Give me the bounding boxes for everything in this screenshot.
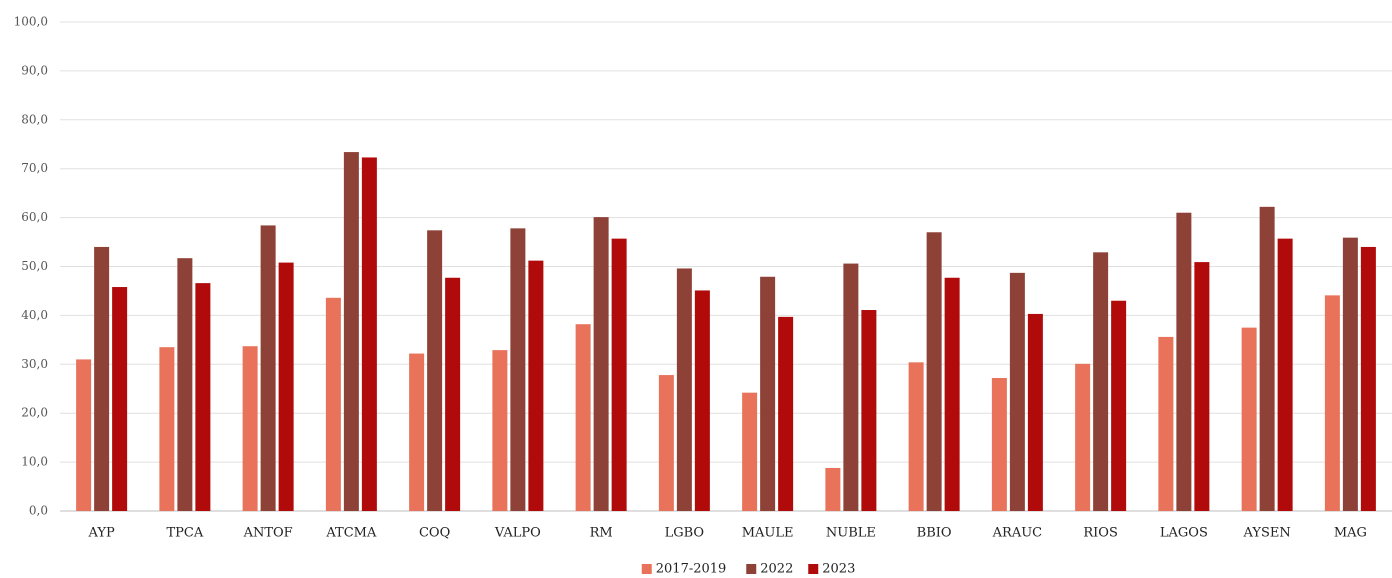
- bar: [260, 225, 276, 511]
- bar: [658, 375, 674, 511]
- bar: [575, 324, 591, 511]
- y-tick-label: 80,0: [21, 112, 48, 126]
- x-tick-label: AYSEN: [1243, 526, 1291, 541]
- x-tick-label: LGBO: [665, 526, 704, 541]
- bar: [1009, 272, 1025, 511]
- bar: [1277, 238, 1293, 511]
- bar: [94, 246, 110, 511]
- x-tick-label: RM: [590, 526, 613, 541]
- x-tick-label: RIOS: [1083, 526, 1118, 541]
- bar: [445, 277, 461, 511]
- bar: [611, 238, 627, 511]
- legend-label: 2017-2019: [656, 562, 727, 577]
- bar: [159, 347, 175, 511]
- legend-swatch: [808, 564, 819, 574]
- x-tick-label: VALPO: [494, 526, 541, 541]
- legend-label: 2023: [822, 562, 855, 577]
- x-tick-label: ARAUC: [992, 526, 1043, 541]
- bar: [1176, 212, 1192, 511]
- bar: [1111, 300, 1127, 511]
- x-tick-label: COQ: [419, 526, 450, 541]
- bar: [278, 262, 294, 511]
- bar: [1093, 252, 1109, 511]
- y-tick-label: 10,0: [21, 455, 48, 469]
- bar: [861, 310, 877, 511]
- bar: [76, 359, 92, 511]
- bar: [1241, 327, 1257, 511]
- x-tick-label: AYP: [88, 526, 115, 541]
- x-tick-label: MAULE: [742, 526, 794, 541]
- bar: [409, 353, 425, 511]
- bar: [593, 217, 609, 511]
- bar: [112, 287, 128, 511]
- legend-label: 2022: [760, 562, 793, 577]
- bar: [1324, 295, 1340, 511]
- bar: [325, 297, 341, 511]
- x-tick-label: NUBLE: [826, 526, 876, 541]
- y-tick-label: 30,0: [21, 357, 48, 371]
- bar: [944, 277, 960, 511]
- bar: [1075, 363, 1091, 511]
- bar: [778, 316, 794, 511]
- bar: [694, 290, 710, 511]
- y-tick-label: 20,0: [21, 406, 48, 420]
- y-tick-label: 60,0: [21, 210, 48, 224]
- bar: [528, 260, 544, 511]
- bar: [676, 268, 692, 511]
- x-tick-label: ATCMA: [325, 526, 377, 541]
- bar: [343, 152, 359, 511]
- bar: [1027, 313, 1043, 511]
- bar: [1158, 336, 1174, 511]
- bar: [492, 350, 508, 511]
- x-tick-label: TPCA: [166, 526, 203, 541]
- bar: [908, 362, 924, 511]
- bar: [742, 392, 758, 511]
- bar: [843, 263, 859, 511]
- bar: [1360, 246, 1376, 511]
- bar: [427, 230, 443, 511]
- bar: [760, 276, 776, 511]
- bar: [510, 228, 526, 511]
- bar: [242, 346, 258, 511]
- bar: [1259, 206, 1275, 512]
- y-tick-label: 90,0: [21, 63, 48, 77]
- y-tick-label: 50,0: [21, 259, 48, 273]
- bar: [361, 157, 377, 511]
- bar: [177, 258, 193, 511]
- bar: [926, 232, 942, 511]
- y-tick-label: 70,0: [21, 161, 48, 175]
- bar: [991, 377, 1007, 511]
- bar: [1342, 237, 1358, 512]
- y-tick-label: 0,0: [29, 504, 48, 518]
- bar: [825, 467, 841, 511]
- y-tick-label: 100,0: [14, 15, 48, 29]
- legend-swatch: [746, 564, 757, 574]
- x-tick-label: ANTOF: [243, 526, 293, 541]
- bar: [1194, 262, 1210, 511]
- y-tick-label: 40,0: [21, 308, 48, 322]
- x-tick-label: BBIO: [917, 526, 952, 541]
- x-tick-label: MAG: [1334, 526, 1367, 541]
- x-tick-label: LAGOS: [1160, 526, 1208, 541]
- legend-swatch: [641, 564, 652, 574]
- bar: [195, 283, 211, 511]
